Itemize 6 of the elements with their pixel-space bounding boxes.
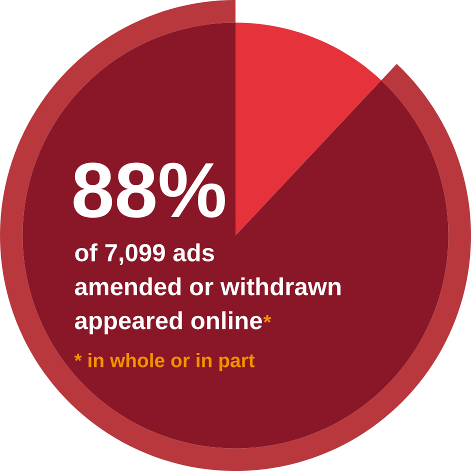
text: amended or withdrawn xyxy=(74,277,341,296)
text: * xyxy=(263,315,272,323)
text: of 7,099 ads xyxy=(75,243,214,266)
text: appeared online xyxy=(74,311,262,334)
text: * in whole or in part xyxy=(74,353,255,372)
data-label: 88% xyxy=(74,162,225,218)
